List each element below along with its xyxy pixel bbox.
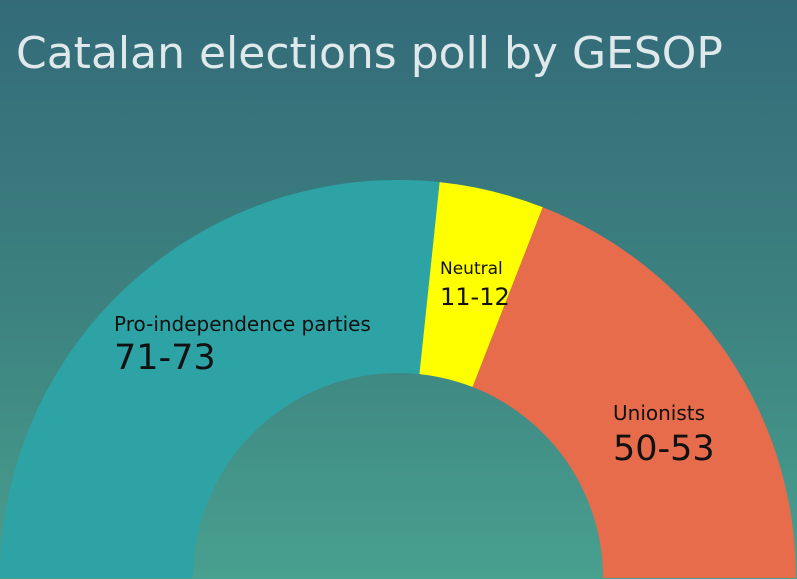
label-neutral-name: Neutral xyxy=(440,259,503,279)
slice-pro-independence xyxy=(0,179,440,578)
slice-neutral xyxy=(419,182,543,388)
label-unionists-name: Unionists xyxy=(613,401,705,425)
slice-unionists xyxy=(472,207,796,578)
chart-title: Catalan elections poll by GESOP xyxy=(16,28,723,79)
label-neutral-value: 11-12 xyxy=(440,283,510,311)
label-unionists-value: 50-53 xyxy=(613,429,715,469)
label-pro-independence-name: Pro-independence parties xyxy=(114,312,371,336)
label-pro-independence-value: 71-73 xyxy=(114,338,216,378)
